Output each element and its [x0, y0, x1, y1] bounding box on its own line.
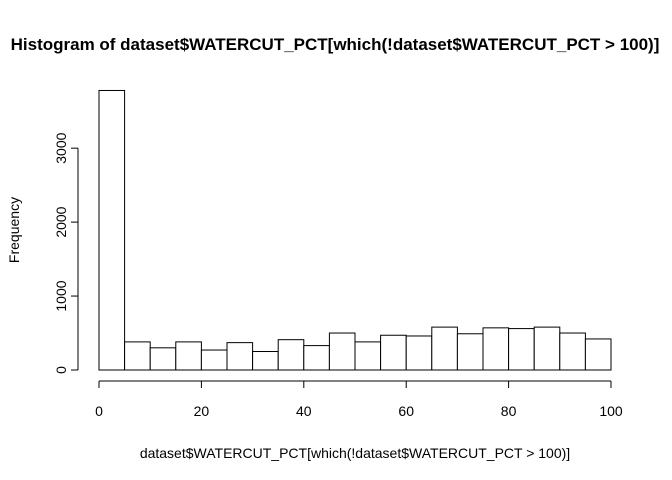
histogram-bar — [277, 339, 305, 371]
histogram-bar — [456, 333, 484, 371]
x-axis-label: dataset$WATERCUT_PCT[which(!dataset$WATE… — [140, 445, 570, 461]
y-axis-label: Frequency — [6, 197, 22, 263]
histogram-bar — [98, 89, 126, 371]
x-tick-label: 20 — [194, 403, 210, 419]
histogram-bar — [405, 335, 433, 371]
x-tick-label: 0 — [95, 403, 103, 419]
y-tick-label: 0 — [53, 366, 69, 374]
x-tick-label: 80 — [501, 403, 517, 419]
y-tick-label: 3000 — [53, 132, 69, 163]
histogram-bar — [380, 334, 407, 371]
x-tick-label: 60 — [398, 403, 414, 419]
histogram-bar — [149, 347, 177, 371]
y-axis: 0 1000 2000 3000 — [53, 132, 79, 374]
histogram-bar — [303, 345, 330, 371]
histogram-bar — [354, 341, 382, 371]
x-tick-label: 100 — [599, 403, 623, 419]
y-tick-label: 2000 — [53, 206, 69, 237]
histogram-bar — [328, 332, 356, 371]
x-axis: 0 20 40 60 80 100 — [95, 380, 623, 419]
histogram-bar — [175, 341, 202, 371]
histogram-bar — [431, 326, 458, 371]
histogram-bar — [200, 349, 228, 371]
chart-title: Histogram of dataset$WATERCUT_PCT[which(… — [11, 35, 660, 54]
histogram-bar — [252, 351, 279, 371]
histogram-bar — [226, 342, 254, 371]
histogram-bar — [124, 341, 151, 371]
histogram-bar — [533, 326, 561, 371]
bars-group — [98, 89, 612, 371]
histogram-bar — [508, 328, 535, 371]
histogram-bar — [559, 332, 586, 371]
y-tick-label: 1000 — [53, 280, 69, 311]
histogram-bar — [482, 327, 510, 371]
x-tick-label: 40 — [296, 403, 312, 419]
histogram-bar — [584, 338, 612, 371]
